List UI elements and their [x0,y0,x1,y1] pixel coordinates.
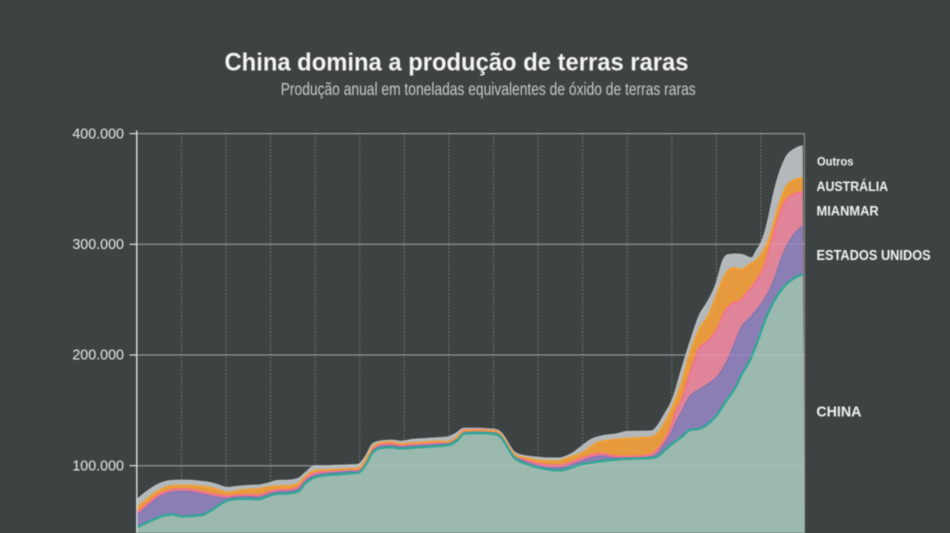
svg-text:Outros: Outros [817,155,854,169]
svg-text:100.000: 100.000 [72,458,124,474]
svg-text:ESTADOS UNIDOS: ESTADOS UNIDOS [817,248,931,264]
svg-text:CHINA: CHINA [816,404,861,421]
svg-text:China domina a produção de ter: China domina a produção de terras raras [225,49,689,77]
svg-text:200.000: 200.000 [72,348,124,364]
svg-text:400.000: 400.000 [72,126,124,142]
svg-text:Produção anual em toneladas eq: Produção anual em toneladas equivalentes… [281,79,696,99]
svg-text:AUSTRÁLIA: AUSTRÁLIA [817,178,889,194]
svg-text:300.000: 300.000 [72,237,124,253]
svg-text:MIANMAR: MIANMAR [817,202,879,218]
